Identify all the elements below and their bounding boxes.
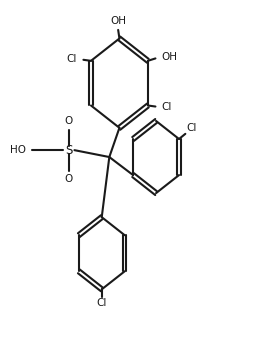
Text: OH: OH [162, 52, 178, 62]
Text: O: O [65, 174, 73, 184]
Text: Cl: Cl [162, 102, 172, 112]
Text: Cl: Cl [67, 54, 77, 64]
Text: HO: HO [10, 145, 26, 155]
Text: S: S [65, 144, 73, 157]
Text: OH: OH [110, 17, 126, 27]
Text: Cl: Cl [187, 123, 197, 133]
Text: Cl: Cl [97, 298, 107, 308]
Text: O: O [65, 116, 73, 126]
